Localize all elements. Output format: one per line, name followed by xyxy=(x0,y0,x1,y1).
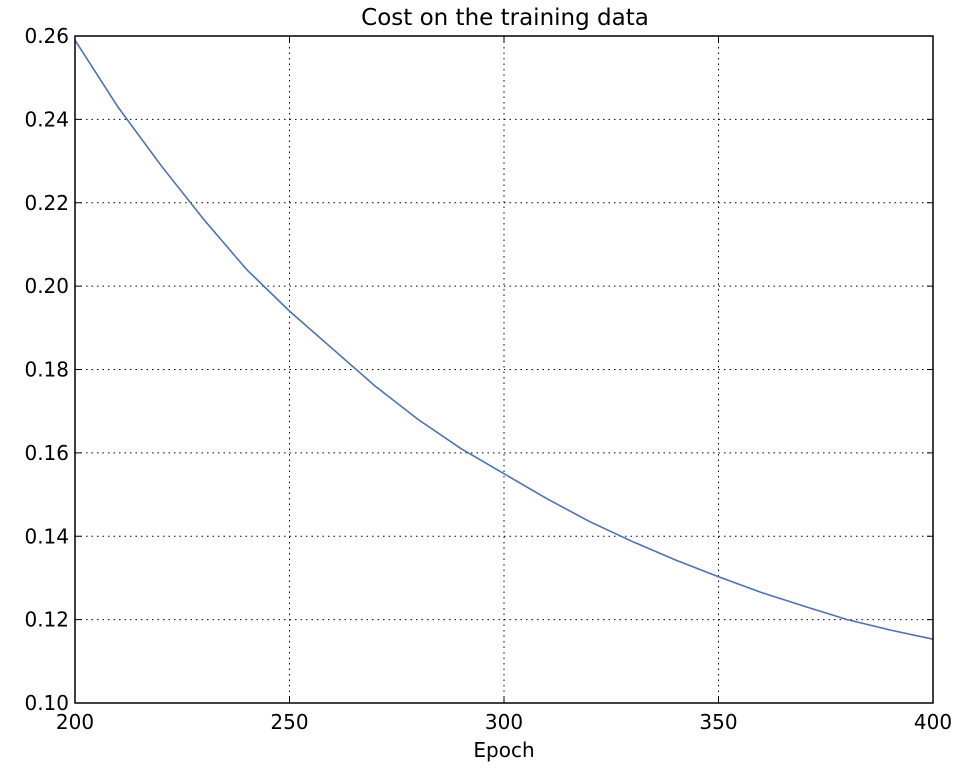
plot-frame xyxy=(74,35,934,704)
x-tick-label: 400 xyxy=(914,710,952,734)
y-tick-label: 0.18 xyxy=(24,358,69,382)
y-tick-label: 0.16 xyxy=(24,441,69,465)
y-tick-label: 0.10 xyxy=(24,691,69,715)
x-tick-label: 350 xyxy=(699,710,737,734)
y-tick-label: 0.12 xyxy=(24,608,69,632)
chart-title: Cost on the training data xyxy=(361,5,649,31)
x-tick-label: 250 xyxy=(270,710,308,734)
y-axis-ticks: 0.10 0.12 0.14 0.16 0.18 0.20 0.22 0.24 0.26 xyxy=(24,24,933,715)
x-tick-label: 300 xyxy=(485,710,523,734)
series-line xyxy=(74,39,934,640)
x-axis-ticks: 200 250 300 350 400 xyxy=(56,36,952,734)
y-tick-label: 0.20 xyxy=(24,274,69,298)
grid xyxy=(75,36,933,703)
y-tick-label: 0.22 xyxy=(24,191,69,215)
y-tick-label: 0.24 xyxy=(24,107,69,131)
y-tick-label: 0.14 xyxy=(24,524,69,548)
x-axis-label: Epoch xyxy=(473,738,534,762)
x-tick-label: 200 xyxy=(56,710,94,734)
y-tick-label: 0.26 xyxy=(24,24,69,48)
